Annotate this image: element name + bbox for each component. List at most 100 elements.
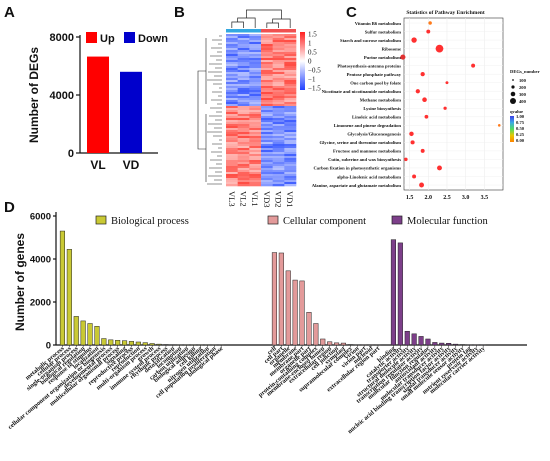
heatmap-cell-b <box>272 128 285 131</box>
heatmap-cell-b <box>237 116 250 119</box>
heatmap-cell-b <box>226 132 238 135</box>
heatmap-cell-b <box>261 50 273 53</box>
heatmap-cell-b <box>226 142 238 145</box>
point-c <box>445 81 449 85</box>
heatmap-cell-b <box>284 160 297 163</box>
heatmap-cell-b <box>272 124 285 127</box>
legend-label-a: Up <box>100 33 115 45</box>
heatmap-cell-b <box>261 168 273 171</box>
heatmap-cell-b <box>272 38 285 41</box>
heatmap-cell-b <box>284 92 297 95</box>
heatmap-cell-b <box>261 44 273 47</box>
point-c <box>422 97 427 103</box>
heatmap-cell-b <box>237 64 250 67</box>
axis-title-a-y: Number of DEGs <box>27 47 41 143</box>
heatmap-cell-b <box>261 164 273 167</box>
heatmap-cell-b <box>249 146 262 149</box>
heatmap-cell-b <box>272 82 285 85</box>
column-label-b: VL2 <box>239 191 249 207</box>
heatmap-cell-b <box>284 114 297 117</box>
heatmap-cell-b <box>272 100 285 103</box>
heatmap-cell-b <box>249 68 262 71</box>
heatmap-cell-b <box>284 158 297 161</box>
heatmap-cell-b <box>226 114 238 117</box>
heatmap-cell-b <box>284 126 297 129</box>
heatmap-cell-b <box>249 108 262 111</box>
heatmap-cell-b <box>249 76 262 79</box>
heatmap-cell-b <box>261 54 273 57</box>
heatmap-cell-b <box>226 100 238 103</box>
heatmap-cell-b <box>249 136 262 139</box>
point-c <box>411 37 417 43</box>
heatmap-cell-b <box>249 128 262 131</box>
heatmap-cell-b <box>272 178 285 181</box>
category-label-a: VD <box>123 158 140 172</box>
heatmap-cell-b <box>226 140 238 143</box>
dendro-col-b <box>231 21 244 28</box>
heatmap-cell-b <box>284 70 297 73</box>
legend-size-dot-c <box>510 91 516 97</box>
heatmap-cell-b <box>226 128 238 131</box>
heatmap-cell-b <box>226 180 238 183</box>
heatmap-cell-b <box>261 106 273 109</box>
heatmap-cell-b <box>261 108 273 111</box>
heatmap-cell-b <box>237 98 250 101</box>
heatmap-cell-b <box>272 132 285 135</box>
heatmap-cell-b <box>249 140 262 143</box>
heatmap-cell-b <box>261 130 273 133</box>
heatmap-cell-b <box>272 78 285 81</box>
heatmap-cell-b <box>226 98 238 101</box>
legend-size-label-c: 200 <box>519 85 527 90</box>
heatmap-cell-b <box>249 78 262 81</box>
pathway-label-c: One carbon pool by folate <box>350 80 401 85</box>
heatmap-cell-b <box>249 130 262 133</box>
heatmap-cell-b <box>249 120 262 123</box>
heatmap-cell-b <box>249 162 262 165</box>
heatmap-cell-b <box>226 64 238 67</box>
heatmap-cell-b <box>237 146 250 149</box>
heatmap-cell-b <box>249 38 262 41</box>
heatmap-cell-b <box>272 108 285 111</box>
bar-d <box>306 312 312 346</box>
heatmap-cell-b <box>284 58 297 61</box>
heatmap-cell-b <box>237 74 250 77</box>
heatmap-cell-b <box>261 62 273 65</box>
heatmap-cell-b <box>284 168 297 171</box>
heatmap-cell-b <box>249 66 262 69</box>
column-label-b: VL1 <box>250 191 260 207</box>
heatmap-cell-b <box>272 86 285 89</box>
heatmap-cell-b <box>237 156 250 159</box>
heatmap-cell-b <box>261 80 273 83</box>
heatmap-cell-b <box>226 36 238 39</box>
heatmap-cell-b <box>261 118 273 121</box>
category-label-a: VL <box>90 158 105 172</box>
bar-a-vl <box>87 56 109 154</box>
heatmap-cell-b <box>284 84 297 87</box>
heatmap-cell-b <box>226 136 238 139</box>
heatmap-cell-b <box>226 150 238 153</box>
heatmap-cell-b <box>226 134 238 137</box>
heatmap-cell-b <box>249 126 262 129</box>
heatmap-cell-b <box>249 172 262 175</box>
legend-q-title-c: qvalue <box>510 109 523 114</box>
heatmap-cell-b <box>261 64 273 67</box>
heatmap-cell-b <box>249 168 262 171</box>
heatmap-cell-b <box>284 108 297 111</box>
heatmap-cell-b <box>249 142 262 145</box>
heatmap-cell-b <box>272 144 285 147</box>
heatmap-cell-b <box>284 162 297 165</box>
legend-size-dot-c <box>512 79 514 81</box>
tick-label-a-y: 4000 <box>50 90 74 102</box>
heatmap-cell-b <box>261 148 273 151</box>
heatmap-cell-b <box>237 58 250 61</box>
heatmap-cell-b <box>237 50 250 53</box>
heatmap-cell-b <box>261 128 273 131</box>
heatmap-cell-b <box>226 54 238 57</box>
heatmap-cell-b <box>284 42 297 45</box>
bar-d <box>66 249 72 346</box>
heatmap-cell-b <box>284 66 297 69</box>
heatmap-cell-b <box>272 162 285 165</box>
heatmap-cell-b <box>284 140 297 143</box>
bar-d <box>108 339 114 346</box>
